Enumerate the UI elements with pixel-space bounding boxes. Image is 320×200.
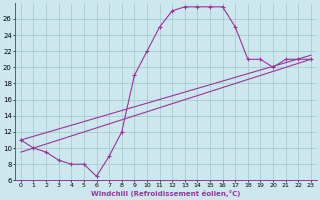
X-axis label: Windchill (Refroidissement éolien,°C): Windchill (Refroidissement éolien,°C) xyxy=(91,190,241,197)
